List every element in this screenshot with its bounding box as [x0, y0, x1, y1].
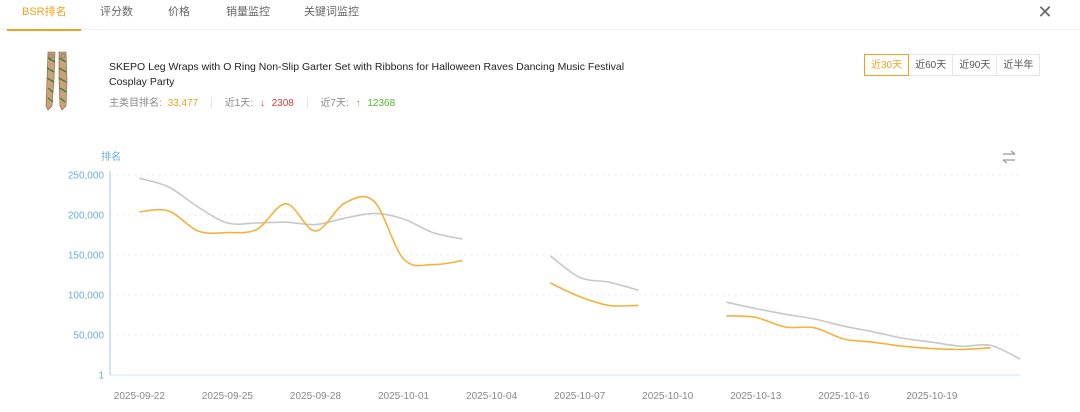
tab-sales-monitor[interactable]: 销量监控 [226, 6, 270, 18]
divider [306, 97, 308, 107]
range-half-year-button[interactable]: 近半年 [996, 54, 1041, 76]
day7-value: 12368 [367, 98, 396, 109]
rank-stats: 主类目排名: 33,477 近1天: ↓ 2308 近7天: ↑ 12368 [109, 94, 395, 109]
product-title[interactable]: SKEPO Leg Wraps with O Ring Non-Slip Gar… [109, 61, 625, 88]
x-tick-label: 2025-10-07 [554, 391, 606, 402]
day1-label: 近1天: [224, 98, 254, 109]
active-tab-indicator [7, 29, 81, 31]
arrow-down-icon: ↓ [259, 98, 265, 109]
x-tick-label: 2025-10-10 [642, 391, 694, 402]
range-selector: 近30天 近60天 近90天 近半年 [864, 54, 1041, 76]
range-90d-button[interactable]: 近90天 [952, 54, 998, 76]
x-tick-label: 2025-10-04 [466, 391, 518, 402]
tab-bar: BSR排名 评分数 价格 销量监控 关键词监控 ✕ [0, 0, 1080, 31]
range-60d-button[interactable]: 近60天 [908, 54, 954, 76]
arrow-up-icon: ↑ [355, 98, 361, 109]
close-icon[interactable]: ✕ [1037, 2, 1053, 22]
y-axis-label: 排名 [101, 150, 121, 163]
x-tick-label: 2025-10-16 [818, 391, 870, 402]
day7-label: 近7天: [320, 98, 349, 109]
bsr-line-chart: 排名 250,000 200,000 150,000 100,000 50,000 1 2… [68, 150, 1021, 402]
x-tick-label: 2025-10-01 [378, 391, 430, 402]
y-tick-label: 150,000 [68, 251, 105, 262]
x-tick-label: 2025-09-25 [202, 391, 254, 402]
tab-keyword-monitor[interactable]: 关键词监控 [304, 6, 359, 18]
x-tick-label: 2025-09-22 [114, 391, 166, 402]
series-line-segment [726, 315, 991, 351]
day1-value: 2308 [271, 98, 294, 109]
series-line-segment [726, 301, 1021, 360]
x-tick-label: 2025-10-13 [730, 391, 782, 402]
main-rank-value: 33,477 [167, 98, 199, 109]
range-30d-button[interactable]: 近30天 [864, 54, 910, 76]
y-tick-label: 200,000 [68, 211, 105, 222]
y-tick-label: 50,000 [73, 331, 104, 342]
y-tick-label: 100,000 [68, 291, 105, 302]
y-tick-label: 250,000 [68, 171, 105, 182]
x-tick-label: 2025-09-28 [290, 391, 342, 402]
tab-bsr-rank[interactable]: BSR排名 [22, 6, 67, 18]
divider [210, 97, 212, 107]
series-line-segment [139, 195, 463, 267]
y-tick-label: 1 [98, 371, 104, 382]
main-rank-label: 主类目排名: [109, 98, 162, 109]
series-line-segment [139, 177, 463, 240]
series-line-segment [549, 282, 639, 307]
x-tick-label: 2025-10-19 [906, 391, 958, 402]
product-thumbnail [45, 51, 68, 111]
series-line-segment [549, 255, 639, 291]
swap-icon[interactable] [1001, 150, 1017, 164]
tab-rating-count[interactable]: 评分数 [100, 6, 133, 18]
tab-price[interactable]: 价格 [168, 6, 190, 18]
